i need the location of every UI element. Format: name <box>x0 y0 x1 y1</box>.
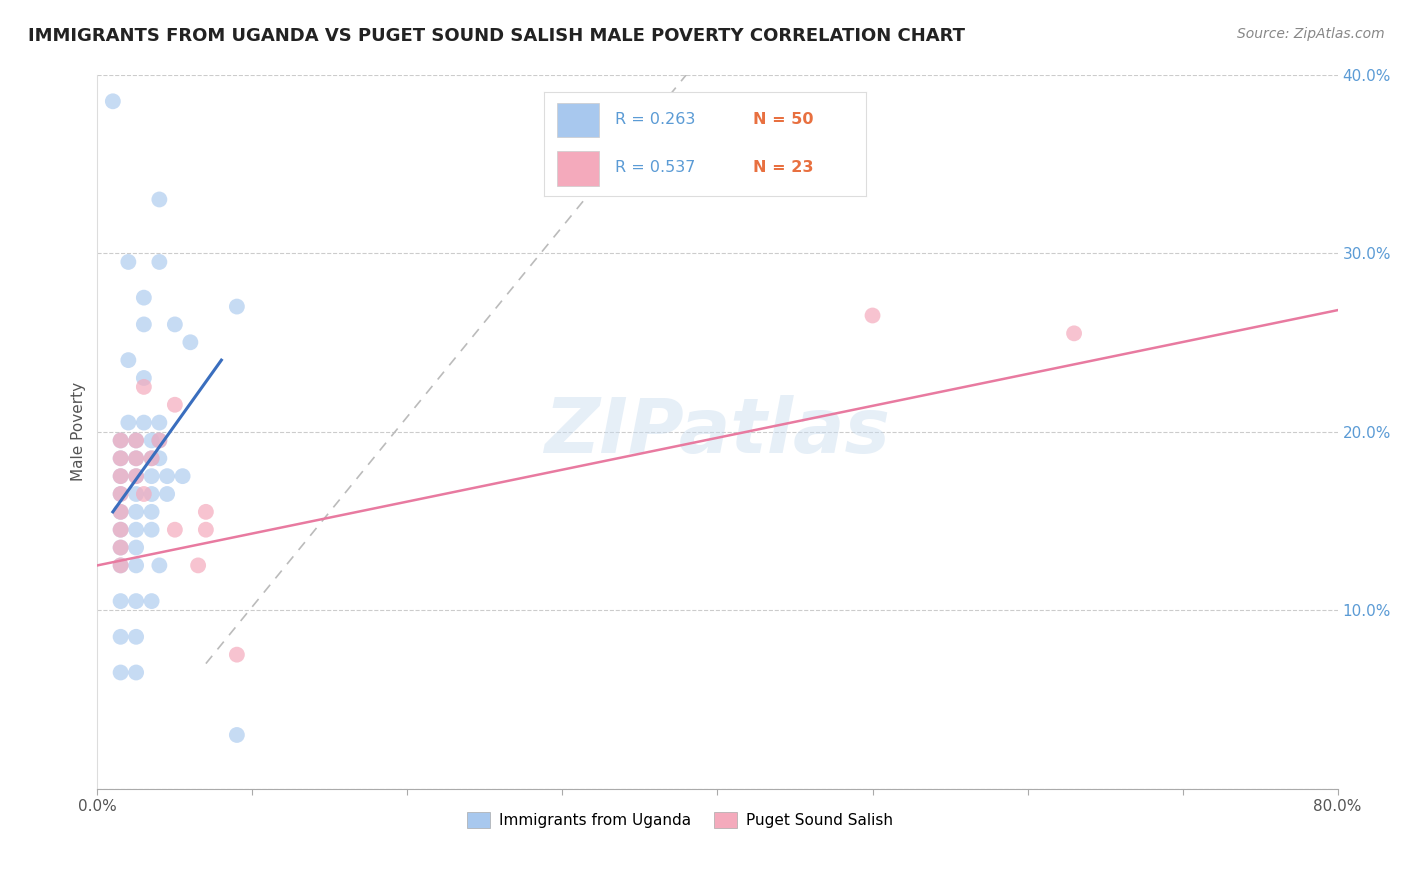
Point <box>179 335 201 350</box>
Point <box>132 371 155 385</box>
Point <box>125 451 148 466</box>
Point <box>110 505 132 519</box>
Point <box>125 523 148 537</box>
Point <box>110 487 132 501</box>
Point <box>117 353 139 368</box>
Point <box>132 318 155 332</box>
Legend: Immigrants from Uganda, Puget Sound Salish: Immigrants from Uganda, Puget Sound Sali… <box>461 806 900 834</box>
Point <box>110 523 132 537</box>
Point <box>101 95 124 109</box>
Text: ZIPatlas: ZIPatlas <box>544 394 890 468</box>
Point <box>110 505 132 519</box>
Point <box>225 300 247 314</box>
Point <box>163 398 186 412</box>
Point <box>117 416 139 430</box>
Point <box>148 451 170 466</box>
Point <box>132 380 155 394</box>
Point <box>225 728 247 742</box>
Point <box>125 434 148 448</box>
Point <box>110 630 132 644</box>
Point <box>156 487 179 501</box>
Point <box>125 469 148 483</box>
Point <box>148 434 170 448</box>
Point <box>110 594 132 608</box>
Point <box>125 541 148 555</box>
Point <box>141 594 163 608</box>
Point <box>862 309 884 323</box>
Point <box>110 558 132 573</box>
Point <box>148 255 170 269</box>
Point <box>125 469 148 483</box>
Point <box>141 523 163 537</box>
Point <box>110 434 132 448</box>
Point <box>148 434 170 448</box>
Point <box>141 469 163 483</box>
Point <box>141 451 163 466</box>
Point <box>110 523 132 537</box>
Point <box>1063 326 1085 341</box>
Y-axis label: Male Poverty: Male Poverty <box>72 382 86 481</box>
Point <box>125 558 148 573</box>
Point <box>125 434 148 448</box>
Point <box>172 469 194 483</box>
Point <box>132 416 155 430</box>
Point <box>141 505 163 519</box>
Point <box>194 505 217 519</box>
Text: Source: ZipAtlas.com: Source: ZipAtlas.com <box>1237 27 1385 41</box>
Point <box>110 541 132 555</box>
Point <box>141 451 163 466</box>
Point <box>110 558 132 573</box>
Point <box>132 291 155 305</box>
Point <box>110 469 132 483</box>
Point <box>125 451 148 466</box>
Point <box>117 255 139 269</box>
Point <box>148 416 170 430</box>
Point <box>110 451 132 466</box>
Point <box>141 487 163 501</box>
Point <box>125 594 148 608</box>
Point <box>125 487 148 501</box>
Point <box>148 558 170 573</box>
Point <box>110 487 132 501</box>
Point <box>148 193 170 207</box>
Point <box>156 469 179 483</box>
Point <box>141 434 163 448</box>
Text: IMMIGRANTS FROM UGANDA VS PUGET SOUND SALISH MALE POVERTY CORRELATION CHART: IMMIGRANTS FROM UGANDA VS PUGET SOUND SA… <box>28 27 965 45</box>
Point <box>110 451 132 466</box>
Point <box>110 469 132 483</box>
Point <box>132 487 155 501</box>
Point <box>163 523 186 537</box>
Point <box>163 318 186 332</box>
Point <box>125 630 148 644</box>
Point <box>187 558 209 573</box>
Point <box>110 665 132 680</box>
Point <box>110 541 132 555</box>
Point <box>194 523 217 537</box>
Point <box>225 648 247 662</box>
Point <box>125 665 148 680</box>
Point <box>110 434 132 448</box>
Point <box>125 505 148 519</box>
